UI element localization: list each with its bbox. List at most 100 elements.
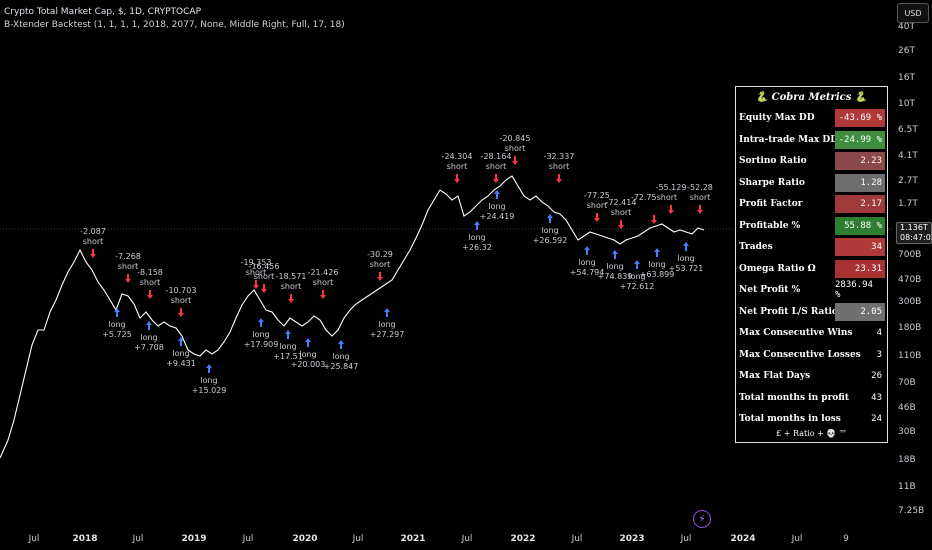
long-entry-arrow xyxy=(146,321,152,330)
long-trade-label: long +54.794 xyxy=(569,258,605,277)
short-trade-label: -21.426 short xyxy=(307,268,339,287)
long-entry-arrow xyxy=(547,214,553,223)
metrics-row: Net Profit L/S Ratio 2.05 xyxy=(736,301,887,323)
metric-value: 24 xyxy=(871,414,882,424)
metric-label: Total months in profit xyxy=(739,392,850,403)
metrics-row: Intra-trade Max DD -24.99 % xyxy=(736,129,887,151)
time-tick-label: 2021 xyxy=(400,534,426,544)
short-entry-arrow xyxy=(125,274,131,283)
long-entry-arrow xyxy=(612,250,618,259)
metrics-footer: £ + Ratio + 💀 ™ xyxy=(776,429,847,438)
metric-value: -24.99 % xyxy=(835,130,885,149)
short-entry-arrow xyxy=(377,272,383,281)
long-entry-arrow xyxy=(206,364,212,373)
short-trade-label: -24.304 short xyxy=(441,152,473,171)
long-entry-arrow xyxy=(258,318,264,327)
metric-label: Max Consecutive Wins xyxy=(739,328,853,338)
long-trade-label: long +7.708 xyxy=(134,333,164,352)
metric-label: Profitable % xyxy=(739,220,801,231)
metric-value: 55.88 % xyxy=(835,216,885,235)
long-entry-arrow xyxy=(285,330,291,339)
time-tick-label: 2022 xyxy=(510,534,536,544)
metric-label: Sharpe Ratio xyxy=(739,177,805,188)
price-tick-label: 300B xyxy=(898,297,922,307)
short-trade-label: -72.414 short xyxy=(605,198,637,217)
short-trade-label: -30.29 short xyxy=(367,250,393,269)
time-tick-label: 2023 xyxy=(619,534,645,544)
long-trade-label: long +25.847 xyxy=(323,352,359,371)
long-trade-label: long +53.721 xyxy=(668,254,704,273)
price-tick-label: 10T xyxy=(898,99,915,109)
price-tick-label: 1.7T xyxy=(898,199,918,209)
short-trade-label: -19.353 short xyxy=(240,258,272,277)
metric-value: 26 xyxy=(871,371,882,381)
price-series xyxy=(0,175,705,459)
short-entry-arrow xyxy=(651,215,657,224)
metrics-title: 🐍 Cobra Metrics 🐍 xyxy=(755,91,868,103)
metric-label: Total months in loss xyxy=(739,414,841,424)
time-axis[interactable]: Jul 2018 Jul 2019 Jul 2020 Jul 2021 Jul 2022 Jul 20… xyxy=(0,528,894,550)
cobra-metrics-table: 🐍 Cobra Metrics 🐍 £ + Ratio + 💀 ™ Equity… xyxy=(735,86,888,443)
long-trade-label: long +27.297 xyxy=(369,320,405,339)
metrics-row: Max Consecutive Losses 3 xyxy=(736,344,887,366)
metrics-row: Max Consecutive Wins 4 xyxy=(736,322,887,344)
metric-value: 23.31 xyxy=(835,259,885,278)
time-tick-label: 2019 xyxy=(181,534,207,544)
short-trade-label: -7.268 short xyxy=(115,252,141,271)
metric-label: Net Profit L/S Ratio xyxy=(739,306,838,317)
time-tick-label: Jul xyxy=(680,534,692,544)
short-trade-label: -20.845 short xyxy=(499,134,531,153)
long-entry-arrow xyxy=(474,221,480,230)
long-entry-arrow xyxy=(654,248,660,257)
price-tick-label: 11B xyxy=(898,482,916,492)
long-trade-label: long +74.839 xyxy=(597,262,633,281)
metric-value: 2.17 xyxy=(835,195,885,213)
long-trade-label: long +17.909 xyxy=(243,330,279,349)
price-tick-label: 18B xyxy=(898,455,916,465)
short-trade-label: -28.164 short xyxy=(480,152,512,171)
price-tick-label: 26T xyxy=(898,46,915,56)
metric-label: Max Consecutive Losses xyxy=(739,349,861,360)
time-tick-label: 2020 xyxy=(292,534,318,544)
price-tick-label: 70B xyxy=(898,378,916,388)
short-entry-arrow xyxy=(90,249,96,258)
price-axis[interactable]: 40T26T16T10T6.5T4.1T2.7T1.7T1.1T700B470B… xyxy=(894,0,932,550)
short-entry-arrow xyxy=(253,280,259,289)
metric-label: Equity Max DD xyxy=(739,113,815,123)
time-tick-label: Jul xyxy=(132,534,144,544)
price-tick-label: 4.1T xyxy=(898,151,918,161)
short-entry-arrow xyxy=(697,205,703,214)
short-trade-label: -55.129 xyxy=(655,183,687,192)
time-tick-label: Jul xyxy=(28,534,40,544)
metrics-row: Profitable % 55.88 % xyxy=(736,215,887,237)
time-tick-label: Jul xyxy=(461,534,473,544)
long-trade-label: long +5.725 xyxy=(102,320,132,339)
long-trade-label: long +15.029 xyxy=(191,376,227,395)
short-entry-arrow xyxy=(261,284,267,293)
short-trade-label: -8.158 short xyxy=(137,268,163,287)
long-entry-arrow xyxy=(634,260,640,269)
price-tick-label: 700B xyxy=(898,250,922,260)
metrics-row: Max Flat Days 26 xyxy=(736,365,887,387)
metric-label: Net Profit % xyxy=(739,285,801,295)
bolt-icon[interactable]: ⚡ xyxy=(693,510,711,528)
metric-value: 34 xyxy=(835,238,885,256)
long-trade-label: long +72.612 xyxy=(619,272,655,291)
long-entry-arrow xyxy=(338,340,344,349)
currency-button[interactable]: USD xyxy=(897,3,929,23)
time-tick-label: Jul xyxy=(242,534,254,544)
indicator-legend[interactable]: B-Xtender Backtest (1, 1, 1, 1, 2018, 20… xyxy=(4,20,345,30)
long-trade-label: long +26.592 xyxy=(532,226,568,245)
long-trade-label: long +17.51 xyxy=(273,342,303,361)
short-entry-arrow xyxy=(556,174,562,183)
short-trade-label: -16.456 short xyxy=(248,262,280,281)
metrics-row: Sortino Ratio 2.23 xyxy=(736,150,887,172)
time-tick-label: Jul xyxy=(352,534,364,544)
short-entry-arrow xyxy=(320,290,326,299)
metric-value: 2836.94 % xyxy=(835,280,873,300)
price-tick-label: 180B xyxy=(898,323,922,333)
bar-countdown: 08:47:02 xyxy=(900,233,932,242)
short-trade-label: -32.337 short xyxy=(543,152,575,171)
short-trade-label: -10.703 short xyxy=(165,286,197,305)
price-tick-label: 470B xyxy=(898,275,922,285)
